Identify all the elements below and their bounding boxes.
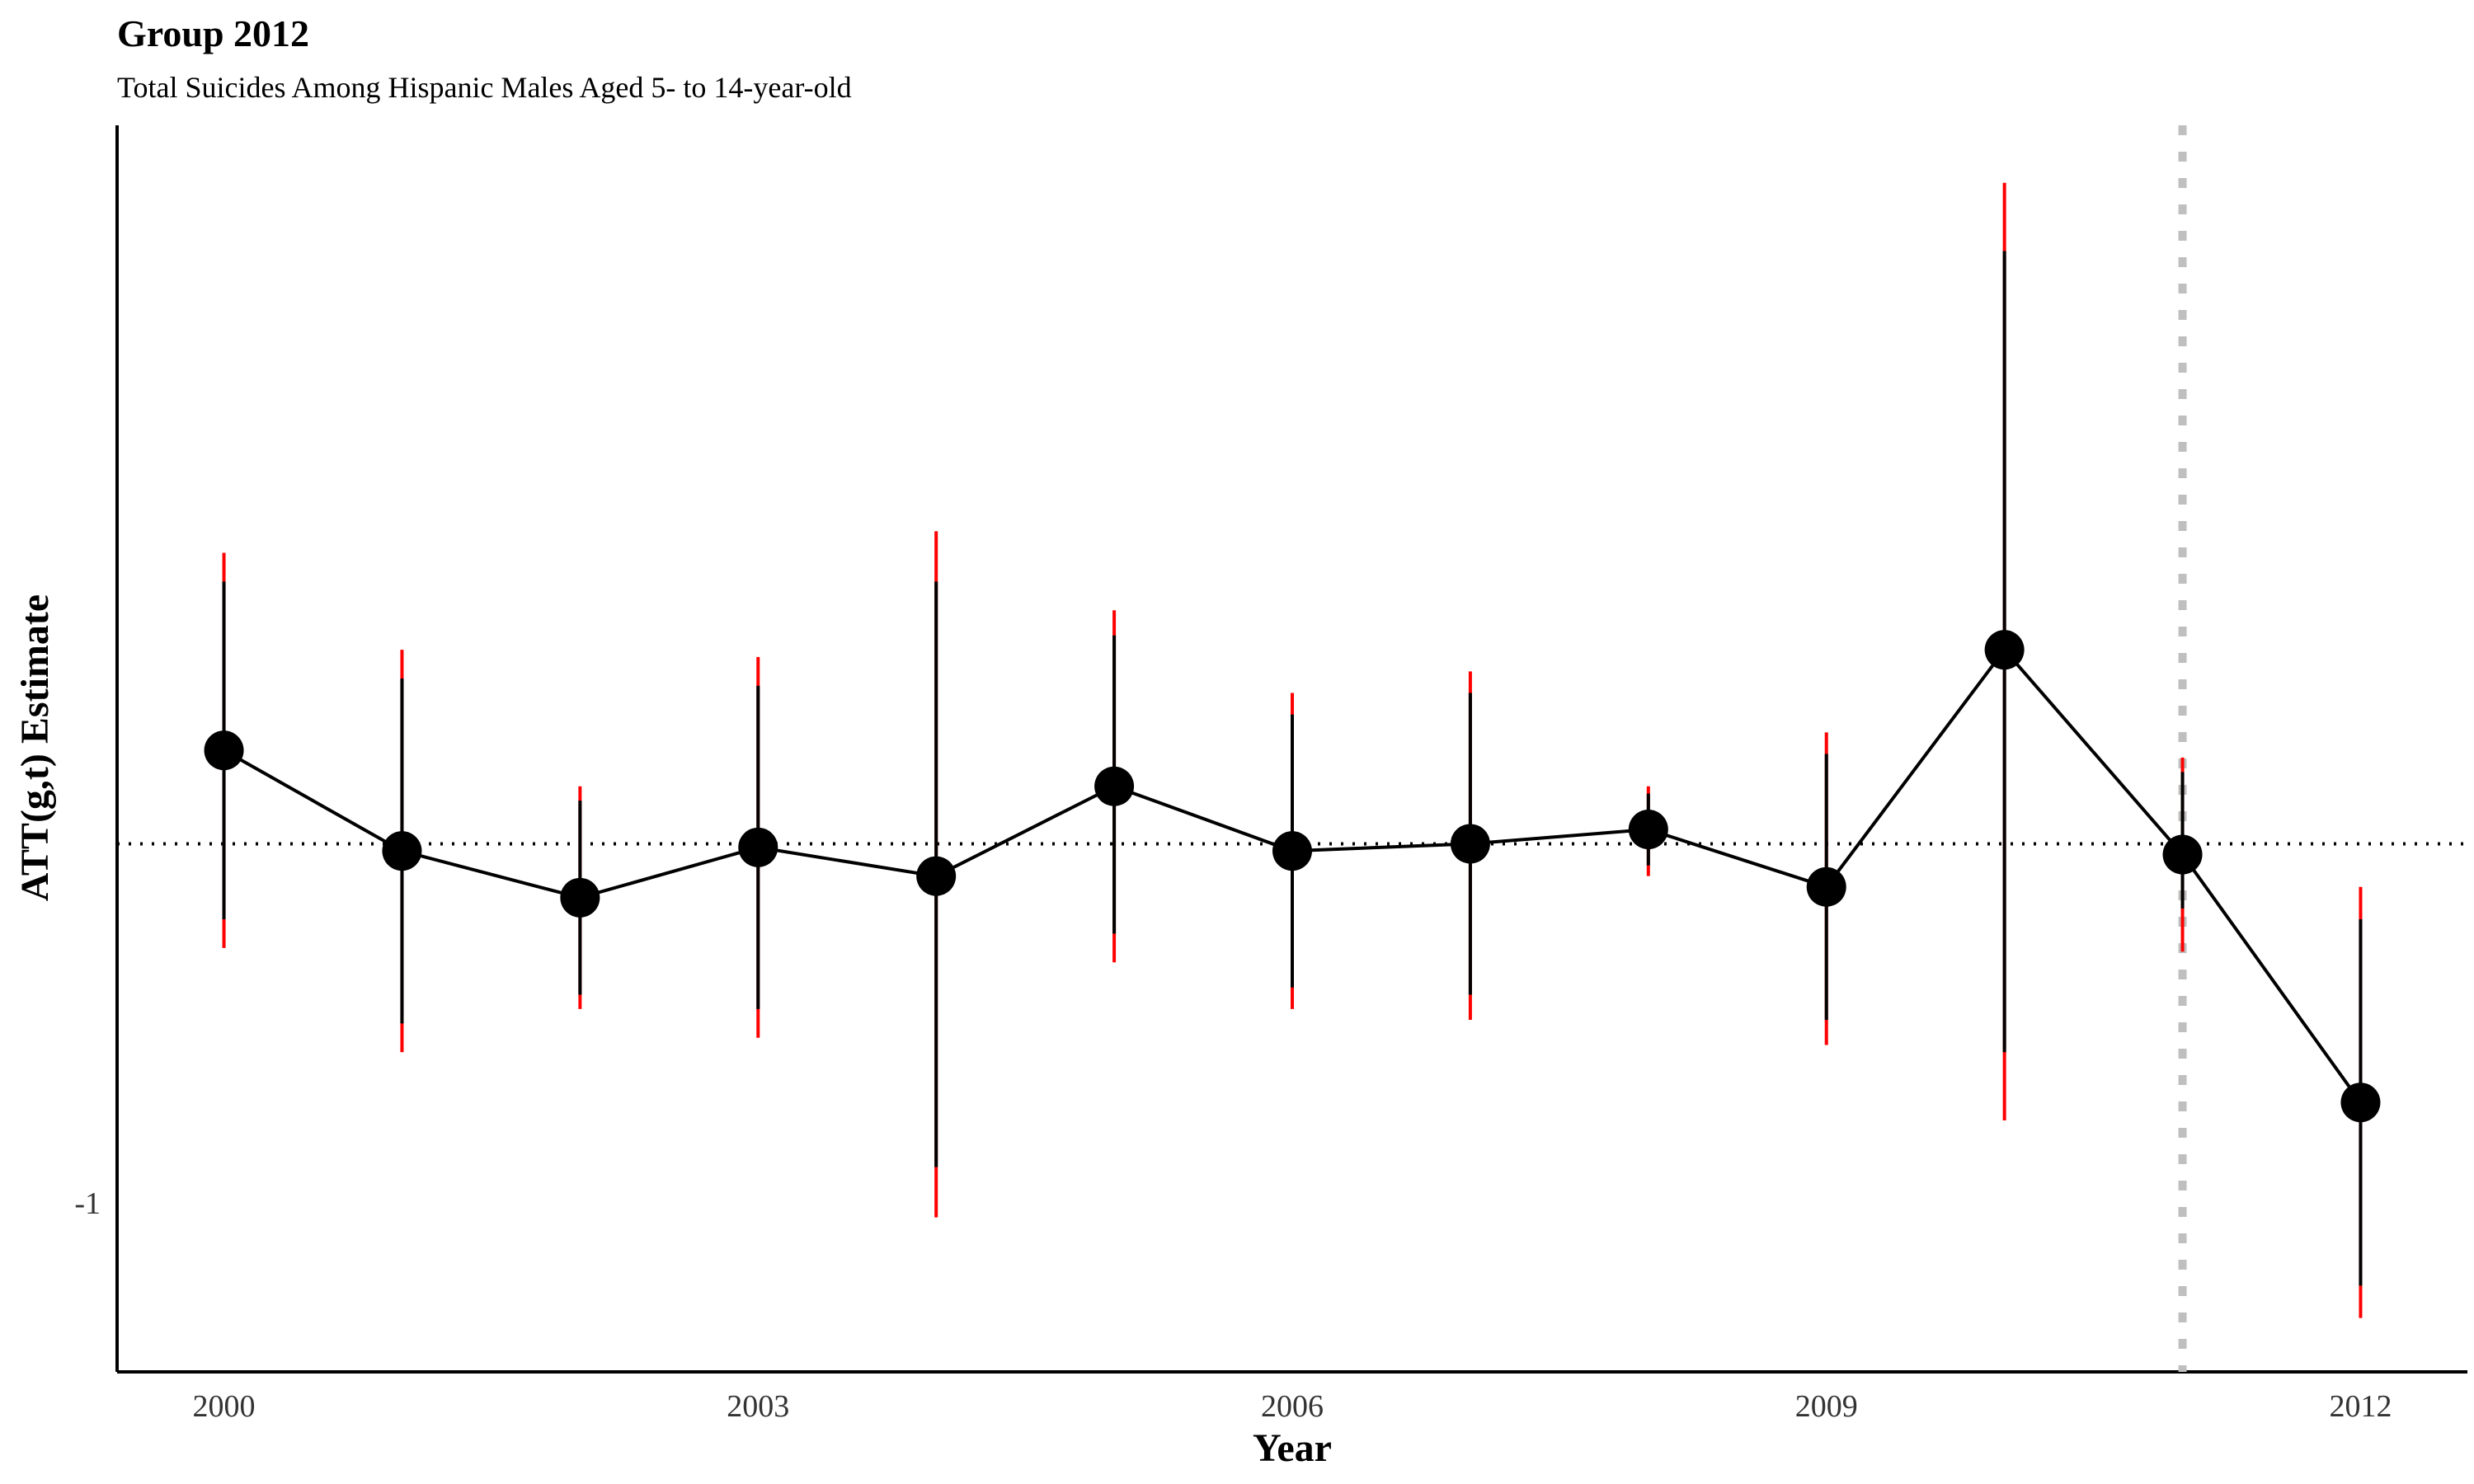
estimate-point [1094, 766, 1135, 806]
estimate-point [1984, 630, 2025, 670]
estimate-point [382, 831, 422, 871]
estimate-point [560, 877, 600, 918]
estimate-point [1806, 866, 1846, 907]
x-tick-label: 2000 [193, 1389, 256, 1424]
estimate-point [2162, 834, 2203, 875]
y-tick-label: -1 [74, 1186, 101, 1221]
x-tick-label: 2006 [1261, 1389, 1324, 1424]
y-axis-title: ATT(g,t) Estimate [13, 594, 57, 901]
x-tick-label: 2012 [2329, 1389, 2392, 1424]
estimate-point [2340, 1082, 2381, 1123]
estimate-point [916, 856, 957, 896]
x-axis-title: Year [1253, 1426, 1332, 1470]
estimate-point [738, 827, 778, 867]
chart-subtitle: Total Suicides Among Hispanic Males Aged… [117, 71, 852, 104]
estimate-point [1450, 824, 1490, 864]
chart-title: Group 2012 [117, 12, 309, 54]
x-tick-label: 2003 [727, 1389, 789, 1424]
plot-area: 2000 2003 2006 2009 2012 -1 [74, 125, 2467, 1424]
estimate-point [1272, 831, 1312, 871]
estimate-point [204, 730, 244, 771]
estimate-point [1628, 810, 1668, 850]
x-tick-label: 2009 [1795, 1389, 1858, 1424]
